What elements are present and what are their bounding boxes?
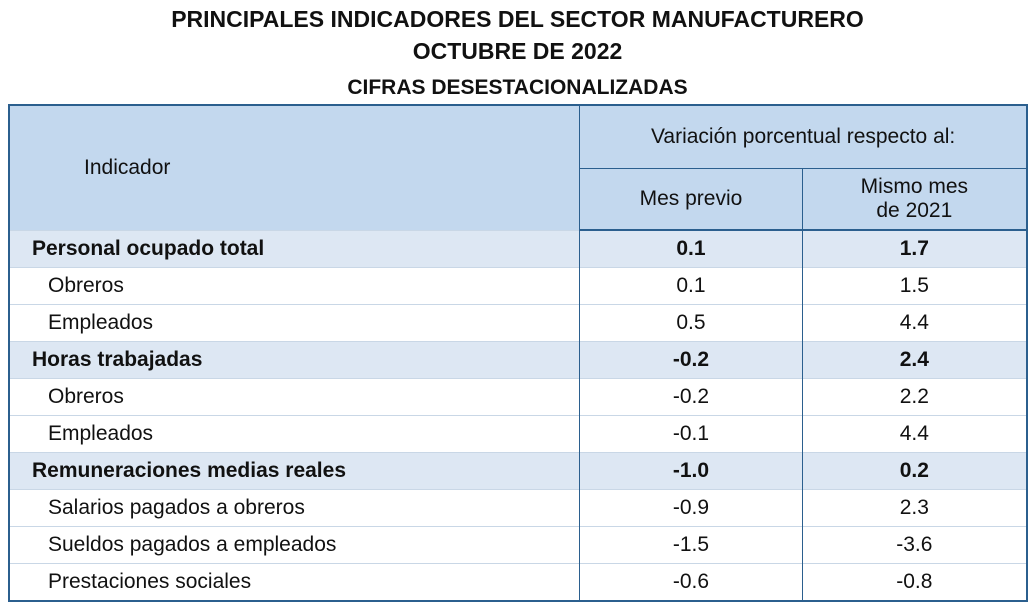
- table-row: Obreros 0.1 1.5: [8, 267, 1027, 305]
- row-label: Remuneraciones medias reales: [8, 452, 580, 490]
- row-label: Empleados: [8, 415, 580, 453]
- cell-same-month: 4.4: [801, 415, 1027, 453]
- table-row: Empleados 0.5 4.4: [8, 304, 1027, 342]
- table-row: Remuneraciones medias reales -1.0 0.2: [8, 452, 1027, 490]
- cell-same-month: 0.2: [801, 452, 1027, 490]
- row-label: Personal ocupado total: [8, 229, 580, 268]
- cell-same-month: 2.3: [801, 489, 1027, 527]
- cell-previous: -0.6: [579, 563, 803, 601]
- period: OCTUBRE DE 2022: [412, 38, 623, 64]
- header-same-month: Mismo mes de 2021: [801, 168, 1027, 231]
- cell-previous: -1.0: [579, 452, 803, 490]
- table-row: Salarios pagados a obreros -0.9 2.3: [8, 489, 1027, 527]
- cell-same-month: 1.7: [801, 229, 1027, 268]
- row-label: Sueldos pagados a empleados: [8, 526, 580, 564]
- row-label: Salarios pagados a obreros: [8, 489, 580, 527]
- cell-previous: 0.1: [579, 229, 803, 268]
- table-row: Empleados -0.1 4.4: [8, 415, 1027, 453]
- row-label: Empleados: [8, 304, 580, 342]
- cell-previous: -0.9: [579, 489, 803, 527]
- table-row: Prestaciones sociales -0.6 -0.8: [8, 563, 1027, 601]
- cell-same-month: -0.8: [801, 563, 1027, 601]
- table-row: Horas trabajadas -0.2 2.4: [8, 341, 1027, 379]
- cell-same-month: 4.4: [801, 304, 1027, 342]
- row-label: Prestaciones sociales: [8, 563, 580, 601]
- table-row: Personal ocupado total 0.1 1.7: [8, 229, 1027, 268]
- row-label: Horas trabajadas: [8, 341, 580, 379]
- header-previous: Mes previo: [579, 168, 803, 231]
- subtitle: CIFRAS DESESTACIONALIZADAS: [347, 76, 688, 99]
- cell-same-month: 2.4: [801, 341, 1027, 379]
- header-indicator: Indicador: [8, 105, 580, 230]
- cell-previous: -1.5: [579, 526, 803, 564]
- title: PRINCIPALES INDICADORES DEL SECTOR MANUF…: [171, 6, 864, 32]
- table-row: Sueldos pagados a empleados -1.5 -3.6: [8, 526, 1027, 564]
- row-label: Obreros: [8, 378, 580, 416]
- cell-same-month: 1.5: [801, 267, 1027, 305]
- cell-previous: -0.1: [579, 415, 803, 453]
- table-row: Obreros -0.2 2.2: [8, 378, 1027, 416]
- indicators-table: Indicador Variación porcentual respecto …: [8, 104, 1028, 602]
- cell-same-month: -3.6: [801, 526, 1027, 564]
- cell-same-month: 2.2: [801, 378, 1027, 416]
- table-body: Personal ocupado total 0.1 1.7 Obreros 0.1 1.…: [8, 229, 1027, 601]
- cell-previous: -0.2: [579, 378, 803, 416]
- cell-previous: 0.1: [579, 267, 803, 305]
- cell-previous: 0.5: [579, 304, 803, 342]
- cell-previous: -0.2: [579, 341, 803, 379]
- row-label: Obreros: [8, 267, 580, 305]
- header-variation: Variación porcentual respecto al:: [579, 105, 1027, 169]
